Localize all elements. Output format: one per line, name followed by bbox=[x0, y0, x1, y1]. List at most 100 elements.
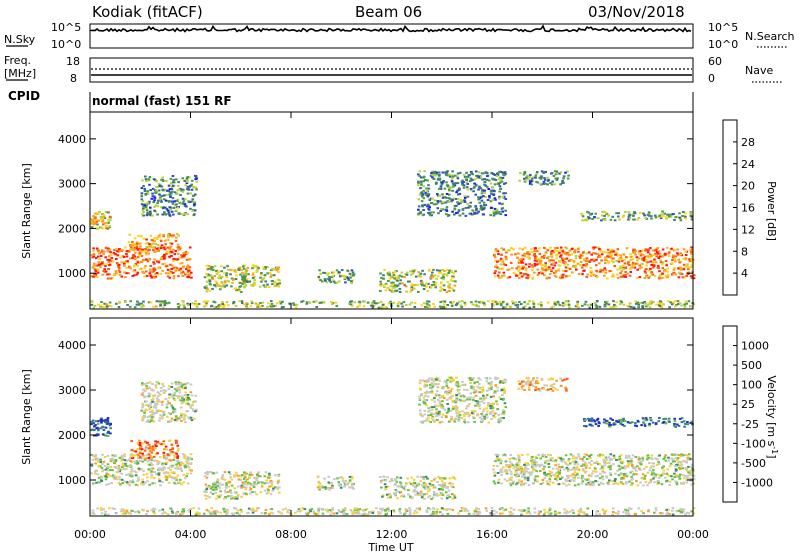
echo-cell bbox=[176, 456, 179, 459]
echo-cell bbox=[225, 274, 228, 277]
echo-cell bbox=[638, 252, 641, 255]
echo-cell bbox=[499, 213, 503, 216]
echo-cell bbox=[108, 424, 112, 427]
echo-cell bbox=[259, 302, 262, 304]
echo-cell bbox=[501, 176, 505, 179]
echo-cell bbox=[195, 305, 199, 308]
echo-cell bbox=[446, 379, 449, 382]
echo-cell bbox=[439, 403, 442, 406]
echo-cell bbox=[622, 303, 626, 306]
echo-cell bbox=[418, 397, 421, 400]
echo-cell bbox=[403, 485, 407, 488]
echo-cell bbox=[184, 250, 188, 253]
echo-cell bbox=[466, 176, 470, 179]
echo-cell bbox=[423, 497, 426, 500]
echo-cell bbox=[472, 386, 476, 389]
echo-cell bbox=[418, 379, 422, 382]
echo-cell bbox=[441, 493, 445, 496]
echo-cell bbox=[575, 268, 578, 271]
echo-cell bbox=[102, 419, 105, 422]
echo-cell bbox=[409, 290, 412, 293]
echo-cell bbox=[373, 304, 376, 307]
echo-cell bbox=[595, 275, 598, 278]
echo-cell bbox=[449, 380, 452, 383]
echo-cell bbox=[358, 304, 361, 307]
echo-cell bbox=[568, 267, 572, 270]
echo-cell bbox=[181, 177, 185, 180]
echo-cell bbox=[574, 264, 578, 267]
echo-cell bbox=[400, 302, 403, 305]
echo-cell bbox=[277, 278, 280, 281]
echo-cell bbox=[482, 394, 485, 397]
echo-cell bbox=[146, 395, 150, 398]
echo-cell bbox=[106, 211, 110, 214]
echo-cell bbox=[126, 261, 130, 264]
echo-cell bbox=[162, 235, 165, 238]
echo-cell bbox=[190, 183, 193, 186]
echo-cell bbox=[628, 217, 632, 220]
echo-cell bbox=[167, 211, 171, 214]
echo-cell bbox=[239, 475, 242, 478]
echo-cell bbox=[450, 271, 453, 274]
echo-cell bbox=[603, 267, 607, 270]
echo-cell bbox=[485, 394, 489, 397]
echo-cell bbox=[551, 467, 555, 470]
echo-cell bbox=[386, 273, 390, 276]
echo-cell bbox=[602, 458, 605, 461]
echo-cell bbox=[115, 262, 119, 264]
echo-cell bbox=[203, 491, 206, 493]
echo-cell bbox=[519, 472, 523, 475]
echo-cell bbox=[679, 268, 683, 271]
echo-cell bbox=[618, 218, 621, 221]
echo-cell bbox=[167, 396, 171, 399]
echo-cell bbox=[498, 419, 501, 422]
echo-cell bbox=[432, 491, 436, 493]
echo-cell bbox=[150, 276, 154, 279]
echo-cell bbox=[344, 281, 347, 284]
echo-cell bbox=[177, 447, 180, 450]
echo-cell bbox=[556, 247, 559, 249]
echo-cell bbox=[116, 254, 120, 257]
echo-cell bbox=[213, 306, 216, 309]
echo-cell bbox=[156, 441, 159, 444]
echo-cell bbox=[179, 262, 182, 265]
echo-cell bbox=[542, 180, 546, 183]
echo-cell bbox=[686, 263, 689, 266]
echo-cell bbox=[216, 481, 219, 484]
echo-cell bbox=[496, 386, 499, 389]
echo-cell bbox=[167, 301, 171, 304]
echo-cell bbox=[456, 172, 460, 175]
echo-cell bbox=[101, 433, 105, 436]
echo-cell bbox=[523, 177, 526, 180]
echo-cell bbox=[450, 485, 453, 488]
echo-cell bbox=[589, 270, 593, 273]
echo-cell bbox=[366, 301, 370, 304]
echo-cell bbox=[266, 272, 269, 275]
echo-cell bbox=[168, 247, 171, 250]
echo-cell bbox=[444, 201, 448, 204]
echo-cell bbox=[590, 460, 593, 462]
echo-cell bbox=[443, 289, 446, 291]
echo-cell bbox=[267, 489, 270, 492]
echo-cell bbox=[147, 179, 151, 182]
echo-cell bbox=[441, 482, 445, 485]
echo-cell bbox=[654, 252, 657, 255]
echo-cell bbox=[438, 269, 442, 272]
echo-cell bbox=[658, 214, 661, 217]
echo-cell bbox=[131, 274, 135, 277]
echo-cell bbox=[480, 192, 484, 195]
echo-cell bbox=[439, 185, 443, 188]
echo-cell bbox=[558, 249, 562, 252]
echo-cell bbox=[409, 495, 412, 498]
echo-cell bbox=[245, 280, 249, 283]
echo-cell bbox=[114, 466, 118, 469]
echo-cell bbox=[492, 414, 496, 417]
echo-cell bbox=[537, 272, 541, 275]
echo-cell bbox=[226, 268, 230, 271]
echo-cell bbox=[684, 254, 688, 256]
echo-cell bbox=[151, 400, 154, 403]
echo-cell bbox=[529, 174, 532, 177]
echo-cell bbox=[168, 439, 172, 442]
echo-cell bbox=[176, 193, 179, 196]
